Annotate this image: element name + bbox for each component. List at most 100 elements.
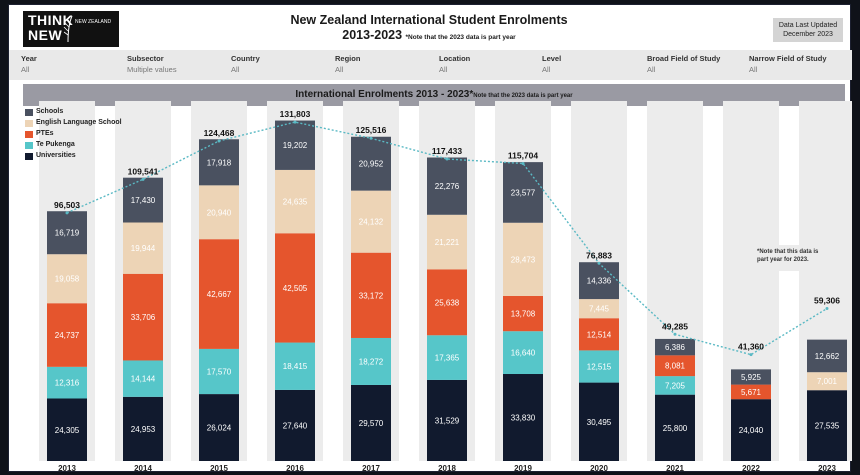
legend-label: English Language School bbox=[36, 119, 122, 126]
enrolments-chart: 24,305 12,316 24,737 19,058 16,719 2013 24,953… bbox=[39, 101, 852, 473]
data-label: 17,570 bbox=[207, 367, 232, 376]
data-label: 16,719 bbox=[55, 229, 80, 238]
tick-label: 2015 bbox=[210, 464, 228, 473]
title-note: *Note that the 2023 data is part year bbox=[405, 34, 516, 41]
bar-universities-2022 bbox=[731, 399, 771, 461]
bar-english-language-school-2017 bbox=[351, 190, 391, 253]
bar-ptes-2014 bbox=[123, 273, 163, 361]
trend-point bbox=[369, 136, 373, 140]
bar-english-language-school-2023 bbox=[807, 372, 847, 391]
data-label: 29,570 bbox=[359, 419, 384, 428]
total-label: 115,704 bbox=[508, 150, 539, 160]
bar-ptes-2016 bbox=[275, 233, 315, 343]
panel-note: Note that the 2023 data is part year bbox=[473, 93, 573, 99]
data-label: 12,514 bbox=[587, 330, 612, 339]
filter-narrow-field[interactable]: Narrow Field of Study All bbox=[749, 54, 827, 74]
bar-english-language-school-2018 bbox=[427, 214, 467, 270]
filter-level[interactable]: Level All bbox=[542, 54, 562, 74]
data-label: 25,800 bbox=[663, 424, 688, 433]
trend-point bbox=[825, 306, 829, 310]
data-label: 24,132 bbox=[359, 218, 384, 227]
data-label: 25,638 bbox=[435, 298, 460, 307]
tick-label: 2018 bbox=[438, 464, 456, 473]
data-label: 12,316 bbox=[55, 379, 80, 388]
bar-universities-2018 bbox=[427, 379, 467, 461]
trend-point bbox=[749, 353, 753, 357]
legend-swatch bbox=[25, 153, 33, 160]
data-label: 17,365 bbox=[435, 354, 460, 363]
bar-schools-2020 bbox=[579, 262, 619, 300]
title-line1: New Zealand International Student Enrolm… bbox=[290, 13, 568, 27]
filter-country[interactable]: Country All bbox=[231, 54, 260, 74]
bar-ptes-2022 bbox=[731, 384, 771, 400]
bar-universities-2019 bbox=[503, 374, 543, 461]
data-label: 14,336 bbox=[587, 277, 612, 286]
bar-english-language-school-2014 bbox=[123, 222, 163, 274]
bar-universities-2016 bbox=[275, 389, 315, 461]
data-label: 5,925 bbox=[741, 373, 762, 382]
filter-broad-field[interactable]: Broad Field of Study All bbox=[647, 54, 721, 74]
tick-label: 2017 bbox=[362, 464, 380, 473]
page-title: New Zealand International Student Enrolm… bbox=[209, 13, 649, 45]
total-label: 49,285 bbox=[662, 321, 688, 331]
data-label: 42,505 bbox=[283, 284, 308, 293]
filter-bar: Year All Subsector Multiple values Country… bbox=[9, 50, 852, 80]
filter-location[interactable]: Location All bbox=[439, 54, 471, 74]
data-label: 5,671 bbox=[741, 388, 762, 397]
think-new-logo: THINK NEW NEW ZEALAND bbox=[23, 11, 119, 47]
bar-te-pukenga-2020 bbox=[579, 350, 619, 383]
bar-universities-2015 bbox=[199, 394, 239, 461]
bar-universities-2017 bbox=[351, 384, 391, 461]
total-label: 125,516 bbox=[356, 125, 387, 135]
tick-label: 2021 bbox=[666, 464, 684, 473]
data-label: 7,445 bbox=[589, 305, 610, 314]
total-label: 41,360 bbox=[738, 342, 764, 352]
data-label: 30,495 bbox=[587, 418, 612, 427]
tick-label: 2022 bbox=[742, 464, 760, 473]
tick-label: 2019 bbox=[514, 464, 532, 473]
data-label: 22,276 bbox=[435, 182, 460, 191]
bar-schools-2017 bbox=[351, 136, 391, 191]
bar-universities-2020 bbox=[579, 382, 619, 461]
bar-ptes-2015 bbox=[199, 239, 239, 349]
filter-region[interactable]: Region All bbox=[335, 54, 361, 74]
trend-point bbox=[597, 261, 601, 265]
data-label: 6,386 bbox=[665, 343, 686, 352]
filter-year[interactable]: Year All bbox=[21, 54, 37, 74]
trend-point bbox=[293, 120, 297, 124]
updated-value: December 2023 bbox=[783, 31, 833, 38]
total-label: 124,468 bbox=[204, 128, 235, 138]
filter-subsector[interactable]: Subsector Multiple values bbox=[127, 54, 177, 74]
logo-text: THINK NEW bbox=[28, 12, 74, 43]
data-label: 18,415 bbox=[283, 362, 308, 371]
total-label: 131,803 bbox=[280, 109, 311, 119]
tick-label: 2020 bbox=[590, 464, 608, 473]
bar-universities-2013 bbox=[47, 398, 87, 461]
legend-swatch bbox=[25, 131, 33, 138]
data-label: 17,430 bbox=[131, 196, 156, 205]
bar-schools-2019 bbox=[503, 162, 543, 223]
data-label: 19,944 bbox=[131, 244, 156, 253]
data-updated-badge: Data Last Updated December 2023 bbox=[773, 18, 843, 42]
data-label: 7,001 bbox=[817, 377, 838, 386]
bar-universities-2014 bbox=[123, 396, 163, 461]
data-label: 28,473 bbox=[511, 255, 536, 264]
data-label: 20,940 bbox=[207, 208, 232, 217]
legend-swatch bbox=[25, 109, 33, 116]
data-label: 42,667 bbox=[207, 290, 232, 299]
logo-subtitle: NEW ZEALAND bbox=[75, 19, 112, 25]
data-label: 12,662 bbox=[815, 352, 840, 361]
data-label: 24,635 bbox=[283, 198, 308, 207]
legend-label: Schools bbox=[36, 108, 64, 115]
fern-icon bbox=[63, 15, 73, 43]
total-label: 76,883 bbox=[586, 250, 612, 260]
bar-te-pukenga-2013 bbox=[47, 366, 87, 399]
bar-te-pukenga-2016 bbox=[275, 342, 315, 390]
trend-point bbox=[65, 211, 69, 215]
bar-universities-2021 bbox=[655, 394, 695, 461]
part-year-note: *Note that this data is part year for 20… bbox=[753, 245, 833, 271]
bar-te-pukenga-2018 bbox=[427, 335, 467, 380]
chart-panel-title: International Enrolments 2013 - 2023*Not… bbox=[23, 84, 845, 106]
title-line2: 2013-2023 *Note that the 2023 data is pa… bbox=[342, 28, 516, 42]
bar-schools-2023 bbox=[807, 339, 847, 373]
